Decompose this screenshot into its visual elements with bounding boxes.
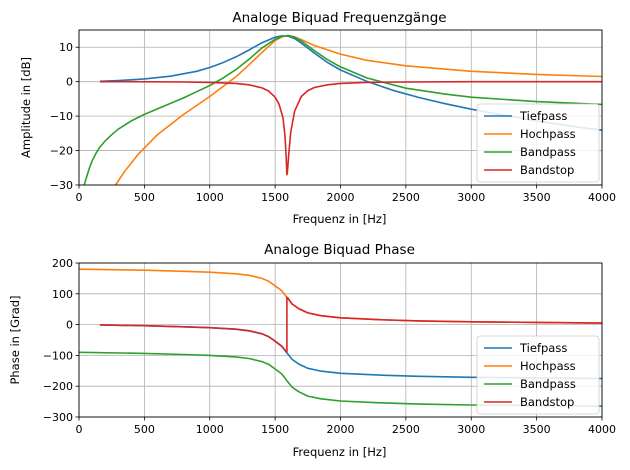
phase-x-tick-label: 2000 (327, 423, 355, 436)
amplitude-x-axis-label: Frequenz in [Hz] (293, 212, 387, 226)
amplitude-y-tick-label: −20 (50, 145, 73, 158)
phase-legend-label: Tiefpass (519, 341, 567, 355)
amplitude-series-line-tiefpass (99, 35, 602, 131)
phase-x-tick-label: 500 (134, 423, 155, 436)
amplitude-x-tick-label: 3500 (523, 191, 551, 204)
phase-x-tick-label: 3000 (457, 423, 485, 436)
phase-x-tick-label: 4000 (588, 423, 616, 436)
phase-y-tick-label: 100 (52, 288, 73, 301)
phase-plot-title: Analoge Biquad Phase (264, 242, 415, 258)
amplitude-y-tick-label: −10 (50, 110, 73, 123)
phase-series (79, 268, 602, 407)
phase-x-axis-label: Frequenz in [Hz] (293, 445, 387, 459)
amplitude-y-axis-label: Amplitude in [dB] (19, 57, 33, 158)
amplitude-legend-label: Bandpass (520, 145, 576, 159)
amplitude-x-tick-label: 2000 (327, 191, 355, 204)
amplitude-x-tick-label: 3000 (457, 191, 485, 204)
phase-plot-frame (78, 262, 603, 418)
phase-x-tick-label: 1500 (261, 423, 289, 436)
phase-y-tick-label: 200 (52, 257, 73, 270)
phase-x-tick-label: 3500 (523, 423, 551, 436)
amplitude-legend-label: Tiefpass (519, 109, 567, 123)
phase-legend-label: Bandpass (520, 377, 576, 391)
phase-y-tick-label: −200 (43, 380, 73, 393)
amplitude-x-tick-label: 1500 (261, 191, 289, 204)
amplitude-legend: Tiefpass Hochpass Bandpass Bandstop (476, 103, 600, 183)
amplitude-series-line-bandpass (83, 34, 602, 185)
amplitude-x-tick-label: 2500 (392, 191, 420, 204)
amplitude-legend-box (476, 103, 600, 183)
amplitude-ticks: 0 500 1000 1500 2000 2500 3000 3500 4000 −30 −20 −1… (50, 41, 616, 204)
phase-ticks: 0 500 1000 1500 2000 2500 3000 3500 4000−300−200… (43, 257, 616, 436)
amplitude-y-tick-label: 10 (59, 41, 73, 54)
phase-legend-box (476, 335, 600, 415)
amplitude-legend-label: Hochpass (520, 127, 576, 141)
amplitude-x-tick-label: 1000 (196, 191, 224, 204)
amplitude-y-tick-label: −30 (50, 179, 73, 192)
phase-legend-label: Hochpass (520, 359, 576, 373)
amplitude-plot-frame (78, 29, 603, 186)
amplitude-plot-title: Analoge Biquad Frequenzgänge (232, 10, 446, 26)
phase-y-axis-label: Phase in [Grad] (8, 295, 22, 384)
phase-y-tick-label: 0 (66, 319, 73, 332)
phase-x-tick-label: 1000 (196, 423, 224, 436)
amplitude-x-tick-label: 4000 (588, 191, 616, 204)
phase-y-tick-label: −100 (43, 349, 73, 362)
phase-y-tick-label: −300 (43, 411, 73, 424)
amplitude-x-tick-label: 500 (134, 191, 155, 204)
amplitude-x-tick-label: 0 (76, 191, 83, 204)
phase-legend-label: Bandstop (520, 395, 574, 409)
amplitude-plot: Analoge Biquad Frequenzgänge 0 500 1000 150… (19, 10, 616, 226)
phase-series-line-bandpass (79, 351, 602, 407)
amplitude-y-tick-label: 0 (66, 76, 73, 89)
phase-plot: Analoge Biquad Phase 0 500 1000 1500 2000 250… (8, 242, 616, 459)
amplitude-series (83, 34, 602, 185)
phase-series-line-bandstop (99, 296, 602, 353)
phase-legend: Tiefpass Hochpass Bandpass Bandstop (476, 335, 600, 415)
amplitude-series-line-bandstop (99, 80, 602, 176)
phase-x-tick-label: 0 (76, 423, 83, 436)
amplitude-legend-label: Bandstop (520, 163, 574, 177)
phase-x-tick-label: 2500 (392, 423, 420, 436)
